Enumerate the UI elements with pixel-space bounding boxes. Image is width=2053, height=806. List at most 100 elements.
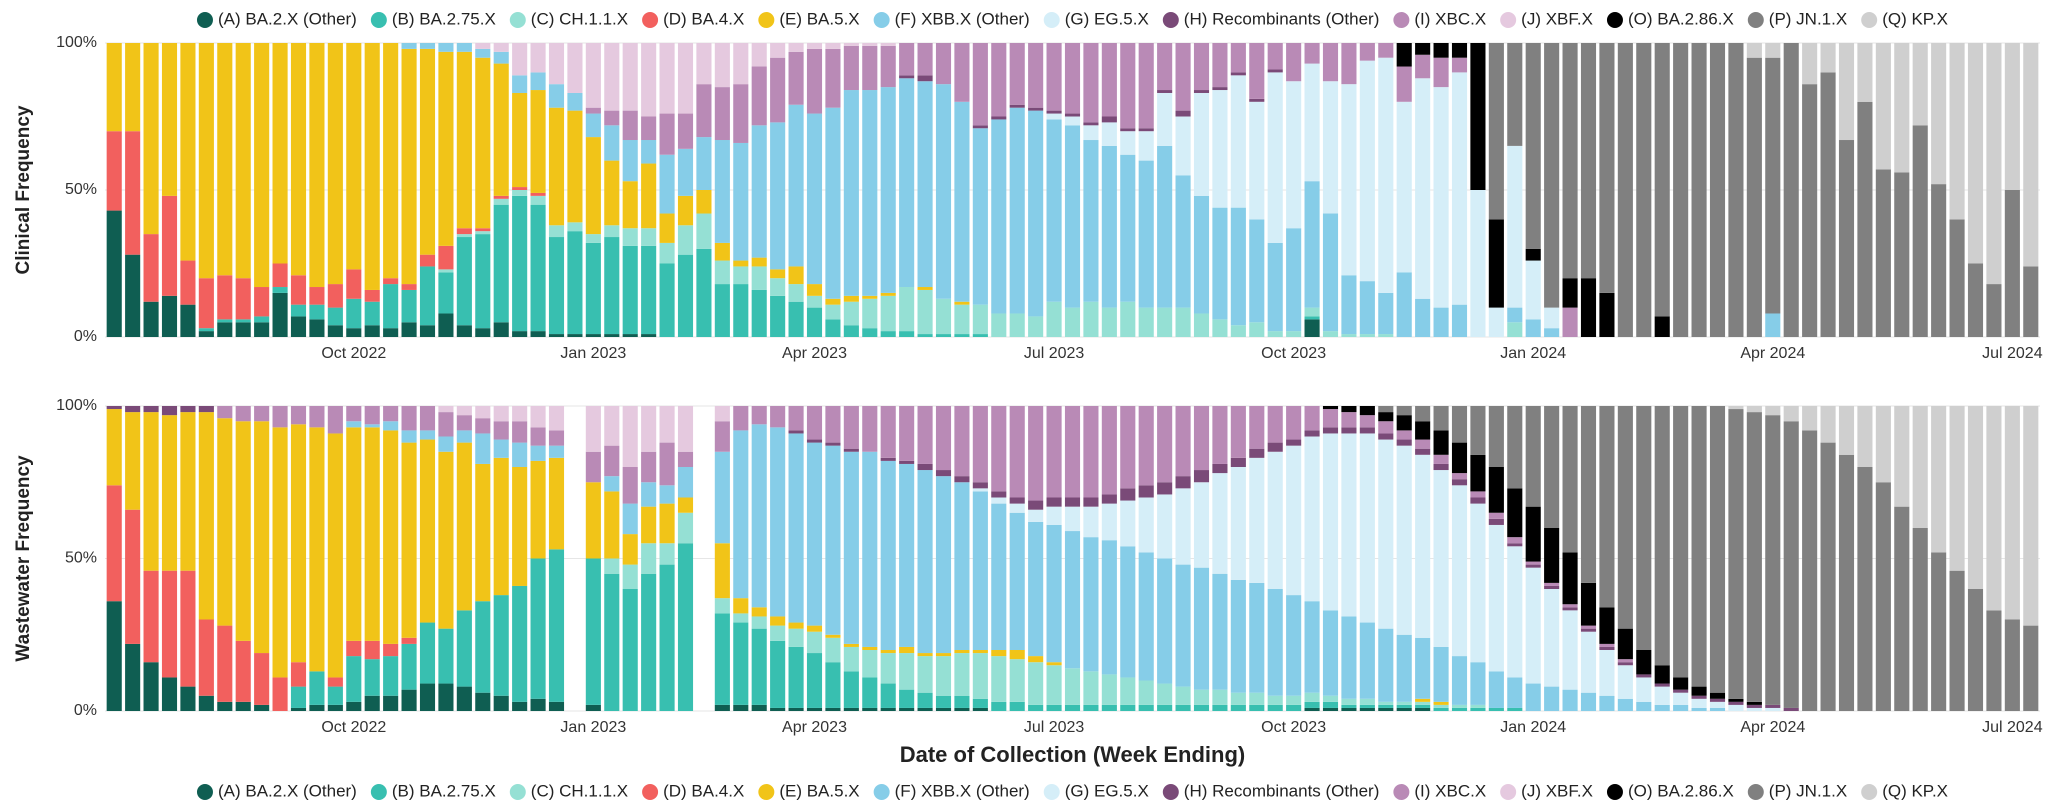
bar-segment — [567, 222, 583, 232]
bar-segment — [659, 564, 675, 711]
bar-segment — [1120, 704, 1136, 711]
bar-segment — [346, 406, 362, 422]
bar-segment — [1765, 707, 1781, 711]
bar-segment — [235, 640, 251, 702]
bar-segment — [180, 43, 196, 261]
bar-segment — [1525, 561, 1541, 565]
bar-segment — [1433, 307, 1449, 337]
bar-segment — [364, 659, 380, 696]
bar-segment — [1157, 43, 1173, 91]
bar-segment — [512, 406, 528, 422]
bar-segment — [659, 213, 675, 243]
bar-segment — [806, 284, 823, 296]
bar-segment — [880, 45, 896, 88]
bar-segment — [1083, 506, 1099, 538]
bar-segment — [438, 412, 454, 437]
bar-segment — [327, 406, 343, 434]
bar-segment — [806, 113, 823, 285]
bar-segment — [1378, 707, 1394, 711]
bar-segment — [972, 334, 988, 337]
bar-segment — [825, 298, 841, 305]
bar-segment — [1544, 686, 1560, 711]
bar-segment — [604, 110, 620, 126]
legend: (A) BA.2.X (Other) (B) BA.2.75.X (C) CH.1.… — [196, 781, 1948, 800]
bar-segment — [1304, 307, 1320, 317]
bar-segment — [456, 325, 472, 337]
bar-segment — [254, 43, 270, 288]
bar-segment — [2004, 406, 2020, 620]
bar-segment — [493, 63, 509, 196]
bar-segment — [290, 686, 307, 708]
bar-segment — [1820, 43, 1836, 73]
bar-segment — [512, 585, 528, 702]
bar-segment — [843, 45, 859, 91]
bar-segment — [1286, 406, 1302, 440]
legend-label: (E) BA.5.X — [779, 9, 859, 28]
bar-segment — [364, 325, 380, 337]
bar-segment — [825, 637, 841, 663]
bar-segment — [788, 430, 804, 434]
bar-segment — [1875, 406, 1891, 483]
bar-segment — [1451, 72, 1468, 305]
bar-segment — [512, 195, 528, 332]
bar-segment — [475, 406, 491, 419]
bar-segment — [401, 406, 417, 431]
bar-segment — [1396, 272, 1412, 337]
bar-segment — [1341, 43, 1357, 85]
bar-segment — [364, 695, 380, 711]
bar-segment — [125, 131, 141, 255]
bar-segment — [1931, 406, 1947, 553]
bar-segment — [125, 406, 141, 413]
bar-segment — [1617, 43, 1633, 337]
bar-segment — [788, 707, 804, 711]
bar-segment — [1802, 406, 1818, 431]
bar-segment — [493, 421, 509, 440]
bar-segment — [1009, 503, 1025, 513]
legend-label: (O) BA.2.86.X — [1628, 9, 1734, 28]
bar-segment — [1580, 631, 1597, 693]
bar-segment — [1193, 90, 1210, 93]
bar-segment — [1120, 488, 1136, 501]
bar-segment — [714, 451, 730, 544]
bar-segment — [475, 418, 491, 434]
bar-segment — [1267, 704, 1283, 711]
bar-segment — [1378, 439, 1394, 629]
bar-segment — [788, 646, 804, 708]
bar-segment — [1028, 316, 1044, 337]
bar-segment — [198, 278, 214, 329]
bar-segment — [1765, 57, 1781, 314]
bar-segment — [106, 43, 122, 132]
bar-segment — [1912, 125, 1928, 337]
bar-segment — [733, 598, 749, 614]
bar-segment — [512, 421, 528, 443]
bar-segment — [548, 225, 565, 238]
bar-segment — [659, 263, 675, 337]
bar-segment — [1709, 692, 1726, 699]
bar-segment — [843, 325, 859, 337]
bar-segment — [401, 284, 417, 290]
bar-segment — [106, 409, 122, 486]
bar-segment — [1931, 552, 1947, 711]
bar-segment — [788, 406, 804, 431]
legend-label: (I) XBC.X — [1414, 9, 1486, 28]
bar-segment — [641, 506, 657, 544]
bar-segment — [1580, 582, 1597, 626]
bar-segment — [714, 421, 730, 452]
bar-segment — [880, 650, 896, 654]
bar-segment — [1212, 473, 1228, 574]
bar-segment — [1138, 552, 1154, 681]
bar-segment — [401, 48, 417, 285]
bar-segment — [1488, 512, 1504, 519]
bar-segment — [1267, 451, 1283, 589]
bar-segment — [1691, 707, 1707, 711]
bar-segment — [1046, 110, 1062, 114]
x-tick-label: Jan 2023 — [560, 719, 626, 736]
bar-segment — [475, 57, 491, 229]
bar-segment — [972, 707, 988, 711]
bar-segment — [198, 43, 214, 279]
bar-segment — [862, 90, 878, 296]
y-tick-label: 0% — [74, 702, 97, 719]
bar-segment — [1654, 43, 1670, 317]
bar-segment — [1986, 406, 2002, 611]
bar-segment — [1525, 248, 1541, 261]
